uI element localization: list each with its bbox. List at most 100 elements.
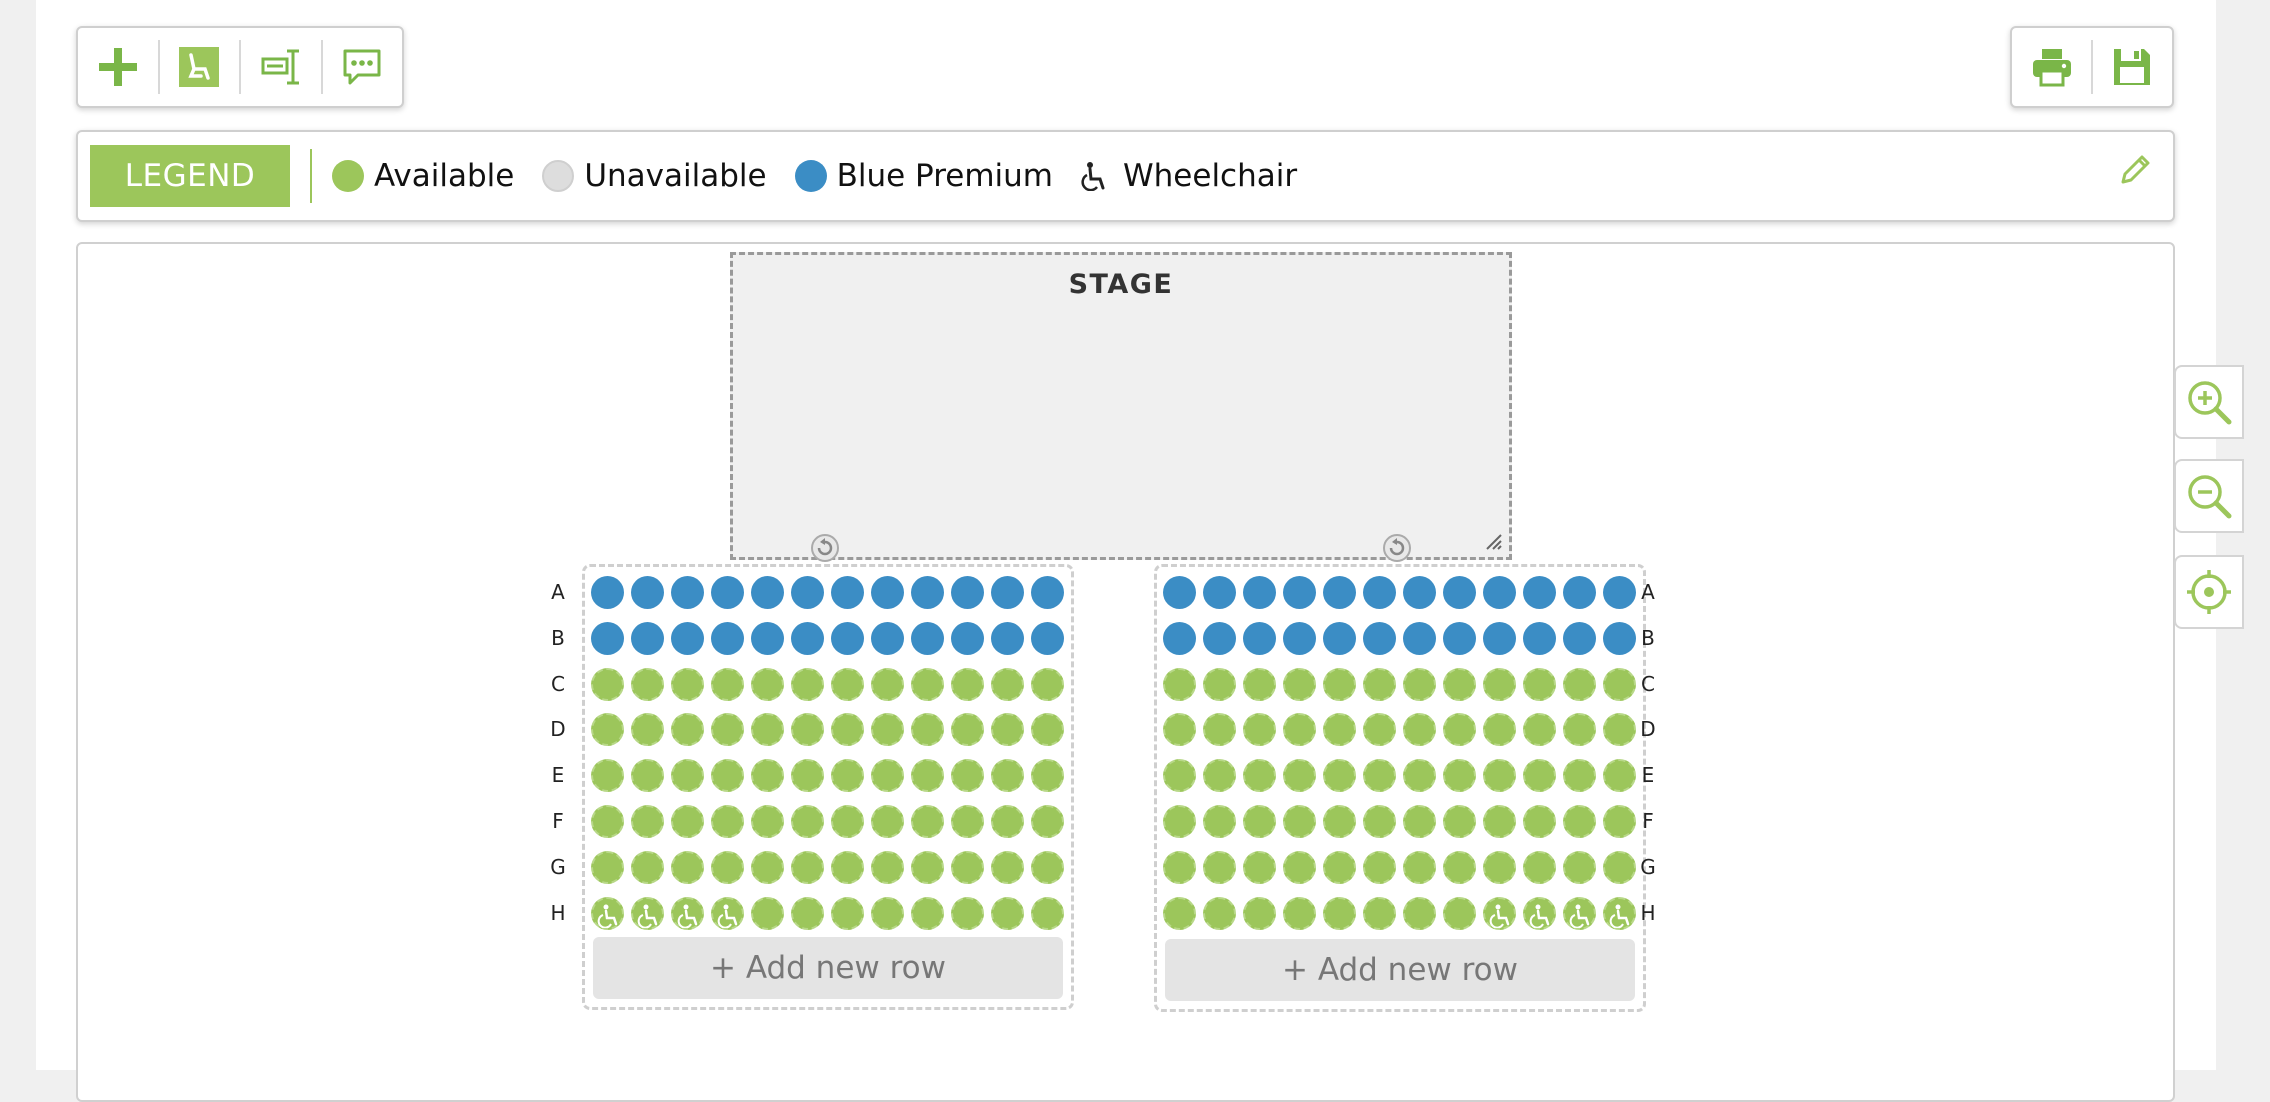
seat-left-f9[interactable] <box>911 805 944 838</box>
seat-right-h4[interactable] <box>1283 896 1316 930</box>
seat-left-e7[interactable] <box>831 759 864 793</box>
seat-right-c5[interactable] <box>1323 667 1356 701</box>
seat-right-g3[interactable] <box>1243 850 1276 884</box>
seat-right-e6[interactable] <box>1363 759 1396 793</box>
seat-left-d11[interactable] <box>991 713 1024 747</box>
seat-left-g10[interactable] <box>951 850 984 884</box>
seat-right-c1[interactable] <box>1163 667 1196 701</box>
seat-right-e12[interactable] <box>1603 759 1636 793</box>
seat-left-e5[interactable] <box>751 759 784 793</box>
seat-right-f4[interactable] <box>1283 805 1316 838</box>
seat-right-d5[interactable] <box>1323 713 1356 747</box>
seat-left-f5[interactable] <box>751 805 784 838</box>
seat-left-a9[interactable] <box>911 576 944 609</box>
seat-right-g12[interactable] <box>1603 850 1636 884</box>
seat-right-f7[interactable] <box>1403 805 1436 838</box>
add-table-button[interactable] <box>241 28 321 106</box>
seat-right-f10[interactable] <box>1523 805 1556 838</box>
seat-right-b6[interactable] <box>1363 621 1396 655</box>
seat-left-e6[interactable] <box>791 759 824 793</box>
seat-left-e10[interactable] <box>951 759 984 793</box>
seat-left-f4[interactable] <box>711 805 744 838</box>
stage[interactable]: STAGE <box>730 252 1512 563</box>
seat-left-g6[interactable] <box>791 850 824 884</box>
seat-left-d6[interactable] <box>791 713 824 747</box>
seat-right-d9[interactable] <box>1483 713 1516 747</box>
seat-left-a10[interactable] <box>951 576 984 609</box>
zoom-out-button[interactable] <box>2174 459 2244 533</box>
seat-left-e1[interactable] <box>591 759 624 793</box>
seat-right-g7[interactable] <box>1403 850 1436 884</box>
seat-right-c7[interactable] <box>1403 667 1436 701</box>
seat-right-a9[interactable] <box>1483 576 1516 609</box>
seat-left-c11[interactable] <box>991 667 1024 701</box>
rotate-handle-icon[interactable] <box>1382 533 1412 563</box>
seat-left-a1[interactable] <box>591 576 624 609</box>
seat-right-g6[interactable] <box>1363 850 1396 884</box>
add-seats-button[interactable] <box>160 28 240 106</box>
seat-right-g11[interactable] <box>1563 850 1596 884</box>
seat-right-h11-wheelchair[interactable] <box>1563 896 1596 930</box>
seat-left-g11[interactable] <box>991 850 1024 884</box>
seat-right-d11[interactable] <box>1563 713 1596 747</box>
seat-left-e12[interactable] <box>1031 759 1064 793</box>
seat-left-b11[interactable] <box>991 621 1024 655</box>
seat-right-a1[interactable] <box>1163 576 1196 609</box>
add-comment-button[interactable] <box>323 28 403 106</box>
seat-section-right[interactable]: + Add new row <box>1154 564 1646 1012</box>
seat-right-b8[interactable] <box>1443 621 1476 655</box>
seat-right-g10[interactable] <box>1523 850 1556 884</box>
zoom-in-button[interactable] <box>2174 365 2244 439</box>
print-button[interactable] <box>2012 28 2091 106</box>
seat-right-e2[interactable] <box>1203 759 1236 793</box>
seat-right-e3[interactable] <box>1243 759 1276 793</box>
seat-right-a10[interactable] <box>1523 576 1556 609</box>
seat-left-c3[interactable] <box>671 667 704 701</box>
seat-left-e11[interactable] <box>991 759 1024 793</box>
seat-left-g2[interactable] <box>631 850 664 884</box>
seat-right-g8[interactable] <box>1443 850 1476 884</box>
seat-left-h3-wheelchair[interactable] <box>671 896 704 930</box>
seat-right-b2[interactable] <box>1203 621 1236 655</box>
seat-right-h6[interactable] <box>1363 896 1396 930</box>
seat-right-a6[interactable] <box>1363 576 1396 609</box>
seat-right-a12[interactable] <box>1603 576 1636 609</box>
seat-right-g5[interactable] <box>1323 850 1356 884</box>
seat-left-a5[interactable] <box>751 576 784 609</box>
seat-left-a3[interactable] <box>671 576 704 609</box>
seat-left-f11[interactable] <box>991 805 1024 838</box>
seat-left-f1[interactable] <box>591 805 624 838</box>
seat-right-c3[interactable] <box>1243 667 1276 701</box>
seat-left-e9[interactable] <box>911 759 944 793</box>
seat-left-a11[interactable] <box>991 576 1024 609</box>
seat-left-f3[interactable] <box>671 805 704 838</box>
seat-left-g8[interactable] <box>871 850 904 884</box>
seat-left-d7[interactable] <box>831 713 864 747</box>
seat-right-a5[interactable] <box>1323 576 1356 609</box>
seat-right-d2[interactable] <box>1203 713 1236 747</box>
seat-right-a3[interactable] <box>1243 576 1276 609</box>
seat-left-g9[interactable] <box>911 850 944 884</box>
seat-right-c11[interactable] <box>1563 667 1596 701</box>
save-button[interactable] <box>2093 28 2172 106</box>
edit-legend-button[interactable] <box>2117 152 2153 192</box>
add-new-row-button[interactable]: + Add new row <box>593 937 1063 999</box>
seat-right-e4[interactable] <box>1283 759 1316 793</box>
seat-left-b7[interactable] <box>831 621 864 655</box>
seat-right-g4[interactable] <box>1283 850 1316 884</box>
seat-right-d4[interactable] <box>1283 713 1316 747</box>
seat-left-a4[interactable] <box>711 576 744 609</box>
seat-right-a7[interactable] <box>1403 576 1436 609</box>
seat-map-canvas[interactable] <box>76 242 2175 1102</box>
seat-right-c8[interactable] <box>1443 667 1476 701</box>
resize-handle-icon[interactable] <box>1485 533 1503 551</box>
seat-left-c6[interactable] <box>791 667 824 701</box>
seat-right-d8[interactable] <box>1443 713 1476 747</box>
seat-right-g2[interactable] <box>1203 850 1236 884</box>
seat-right-a8[interactable] <box>1443 576 1476 609</box>
seat-left-g4[interactable] <box>711 850 744 884</box>
seat-left-h10[interactable] <box>951 896 984 930</box>
seat-left-e8[interactable] <box>871 759 904 793</box>
seat-right-h7[interactable] <box>1403 896 1436 930</box>
seat-left-f12[interactable] <box>1031 805 1064 838</box>
